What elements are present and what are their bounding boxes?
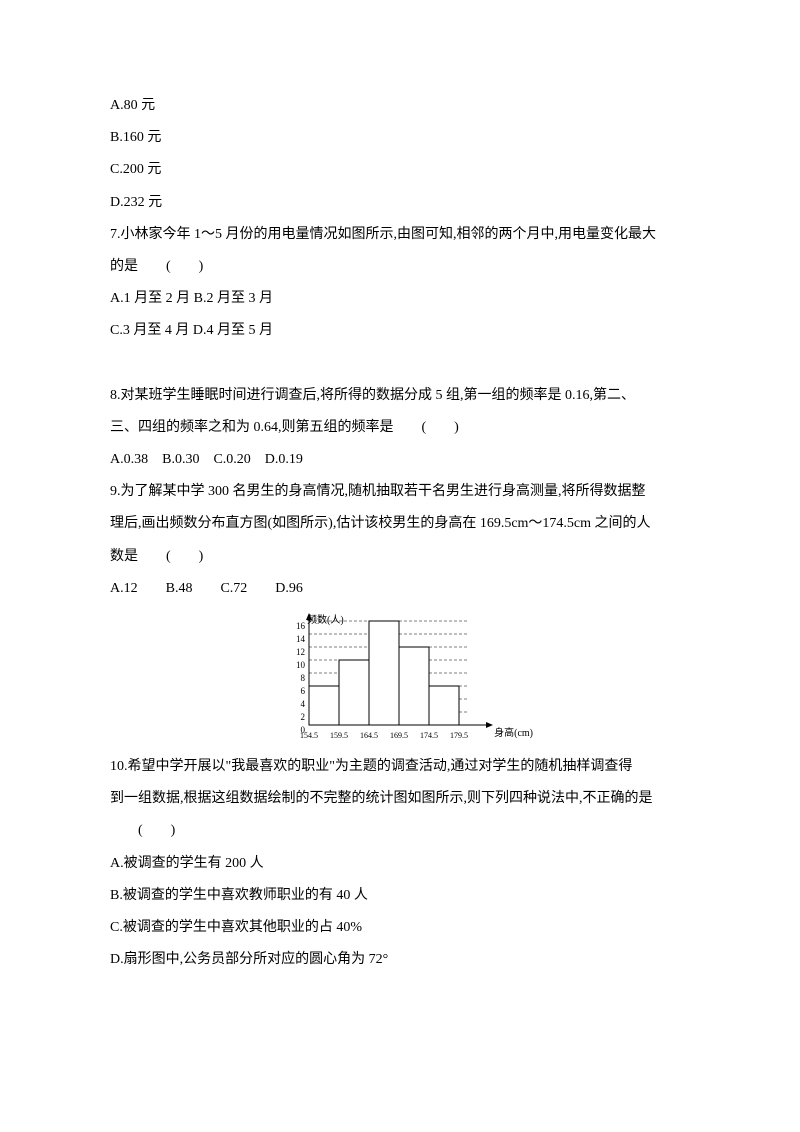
q7-stem-line2: 的是 ( ) — [110, 251, 690, 283]
q7-options-ab: A.1 月至 2 月 B.2 月至 3 月 — [110, 283, 690, 315]
q10-stem-line3: ( ) — [110, 815, 690, 847]
q10-option-a: A.被调查的学生有 200 人 — [110, 848, 690, 880]
q10-stem-line1: 10.希望中学开展以"我最喜欢的职业"为主题的调查活动,通过对学生的随机抽样调查… — [110, 751, 690, 783]
q6-option-d: D.232 元 — [110, 187, 690, 219]
q6-option-c: C.200 元 — [110, 154, 690, 186]
q10-stem-line2: 到一组数据,根据这组数据绘制的不完整的统计图如图所示,则下列四种说法中,不正确的… — [110, 783, 690, 815]
q8-options: A.0.38 B.0.30 C.0.20 D.0.19 — [110, 444, 690, 476]
q8-stem-line1: 8.对某班学生睡眠时间进行调查后,将所得的数据分成 5 组,第一组的频率是 0.… — [110, 380, 690, 412]
q9-histogram-wrap: 频数(人) 身高(cm) 2468101214160154.5159.5164.… — [110, 611, 690, 741]
q6-option-b: B.160 元 — [110, 122, 690, 154]
q6-option-a: A.80 元 — [110, 90, 690, 122]
blank-line — [110, 348, 690, 380]
q9-stem-line2: 理后,画出频数分布直方图(如图所示),估计该校男生的身高在 169.5cm～17… — [110, 508, 690, 540]
q8-stem-line2: 三、四组的频率之和为 0.64,则第五组的频率是 ( ) — [110, 412, 690, 444]
exam-page: A.80 元 B.160 元 C.200 元 D.232 元 7.小林家今年 1… — [0, 0, 800, 1036]
q10-option-d: D.扇形图中,公务员部分所对应的圆心角为 72° — [110, 944, 690, 976]
q9-options: A.12 B.48 C.72 D.96 — [110, 573, 690, 605]
q7-options-cd: C.3 月至 4 月 D.4 月至 5 月 — [110, 315, 690, 347]
q9-stem-line1: 9.为了解某中学 300 名男生的身高情况,随机抽取若干名男生进行身高测量,将所… — [110, 476, 690, 508]
q10-option-c: C.被调查的学生中喜欢其他职业的占 40% — [110, 912, 690, 944]
q9-histogram: 频数(人) 身高(cm) 2468101214160154.5159.5164.… — [285, 611, 515, 741]
q10-option-b: B.被调查的学生中喜欢教师职业的有 40 人 — [110, 880, 690, 912]
q7-stem-line1: 7.小林家今年 1～5 月份的用电量情况如图所示,由图可知,相邻的两个月中,用电… — [110, 219, 690, 251]
q9-stem-line3: 数是 ( ) — [110, 541, 690, 573]
